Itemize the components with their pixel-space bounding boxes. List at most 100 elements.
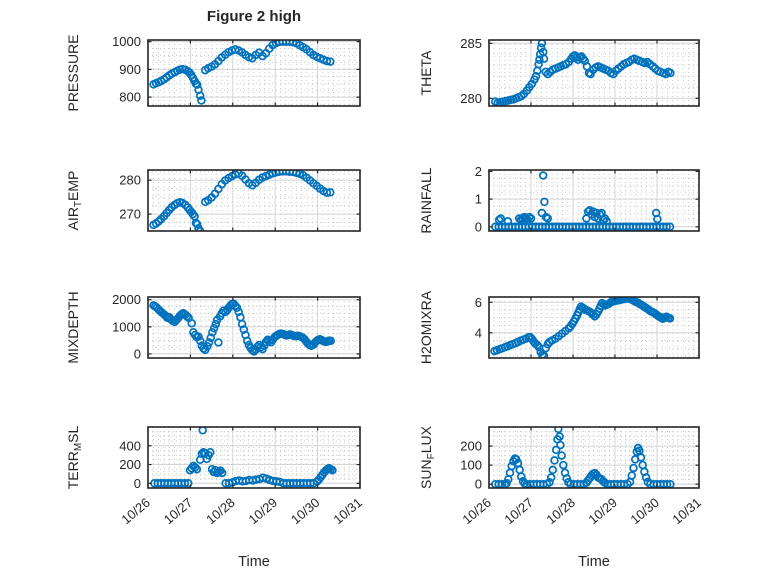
x-axis-title: Time (238, 554, 270, 570)
data-point (665, 314, 675, 323)
data-point (526, 214, 536, 223)
ylabel-rainfall: RAINFALL (418, 167, 434, 233)
y-tick-label: 0 (134, 476, 141, 491)
x-tick-label: 10/28 (543, 495, 578, 527)
data-point (540, 197, 549, 207)
series-h2omixra (490, 297, 675, 358)
data-point (539, 54, 549, 63)
data-point (535, 55, 544, 65)
data-point (206, 448, 215, 457)
data-point (554, 427, 563, 434)
x-tick-label: 10/28 (203, 495, 238, 527)
subplot-sun_flux: 0 100 200 SUNFLUX 10/26 10/27 10/28 10/29 10/30 1… (418, 425, 704, 570)
y-tick-label: 200 (460, 439, 482, 454)
y-tick-label: 0 (475, 477, 482, 492)
data-point (237, 319, 247, 329)
data-point (232, 303, 242, 313)
x-tick-label: 10/30 (288, 495, 323, 527)
y-tick-label: 800 (119, 90, 141, 105)
data-point (197, 96, 206, 105)
y-tick-label: 285 (460, 36, 482, 51)
data-point (641, 473, 651, 482)
data-point (199, 230, 204, 231)
data-point (555, 432, 564, 441)
data-point (192, 219, 202, 229)
data-point (543, 214, 553, 223)
x-tick-label: 10/31 (669, 495, 704, 527)
ylabel-air_temp: AIRTEMP (65, 171, 84, 231)
data-point (322, 56, 332, 66)
subplot-h2omixra: 4 6 H2OMIXRA (418, 290, 700, 364)
data-point (550, 456, 559, 465)
data-point (545, 478, 554, 487)
data-point (534, 59, 543, 69)
data-point (541, 67, 550, 77)
data-point (326, 336, 335, 346)
data-point (208, 327, 217, 337)
data-point (653, 214, 662, 224)
data-point (190, 463, 200, 472)
data-point (242, 336, 252, 346)
data-point (194, 332, 203, 341)
data-point (629, 463, 638, 473)
data-point (538, 350, 547, 358)
y-tick-label: 270 (119, 207, 141, 222)
data-point (184, 479, 193, 488)
axes-border (488, 296, 700, 359)
data-point (195, 227, 205, 231)
data-point (496, 214, 506, 223)
y-tick-label: 6 (475, 295, 482, 310)
data-point (538, 171, 548, 180)
x-tick-label: 10/26 (459, 495, 494, 527)
axes-border (147, 169, 361, 232)
subplot-pressure: 800 900 1000 PRESSURE (65, 34, 361, 112)
data-point (192, 80, 202, 89)
ylabel-pressure: PRESSURE (65, 34, 81, 111)
subplot-rainfall: 0 1 2 RAINFALL (418, 164, 700, 234)
data-point (180, 479, 190, 488)
y-tick-label: 100 (460, 458, 482, 473)
figure-title: Figure 2 high (206, 8, 302, 25)
data-point (602, 217, 611, 226)
ylabel-mixdepth: MIXDEPTH (65, 291, 81, 363)
data-point (211, 319, 221, 329)
data-point (557, 451, 566, 460)
data-point (182, 311, 192, 321)
y-tick-label: 0 (475, 219, 482, 234)
axes-border (488, 169, 700, 232)
y-tick-label: 900 (119, 62, 141, 77)
ylabel-terr_msl: TERRMSL (65, 425, 84, 489)
data-point (494, 215, 504, 225)
data-point (195, 91, 205, 100)
y-tick-label: 1000 (112, 34, 141, 49)
subplot-air_temp: 270 280 AIRTEMP (65, 169, 361, 232)
data-point (539, 351, 549, 358)
data-point (326, 57, 335, 66)
axes-border (488, 426, 700, 489)
data-point (536, 43, 546, 52)
y-tick-label: 280 (119, 173, 141, 188)
x-tick-label: 10/27 (161, 495, 196, 527)
data-point (198, 427, 207, 435)
data-point (204, 338, 214, 347)
y-tick-label: 4 (475, 325, 482, 340)
ylabel-theta: THETA (418, 50, 434, 96)
x-tick-label: 10/29 (585, 495, 620, 527)
subplot-mixdepth: 0 1000 2000 MIXDEPTH (65, 291, 361, 364)
x-axis-title: Time (578, 554, 610, 570)
data-point (548, 465, 558, 475)
data-point (559, 460, 568, 470)
data-point (328, 465, 337, 475)
axes-border (147, 296, 361, 359)
data-point (209, 323, 219, 333)
ylabel-sun_flux: SUNFLUX (418, 425, 437, 489)
x-tick-label: 10/27 (501, 495, 536, 527)
data-point (234, 307, 243, 317)
y-tick-label: 2000 (112, 292, 141, 307)
axes-border (147, 426, 361, 489)
series-mixdepth (149, 299, 335, 356)
data-point (187, 319, 196, 328)
data-point (627, 471, 637, 480)
